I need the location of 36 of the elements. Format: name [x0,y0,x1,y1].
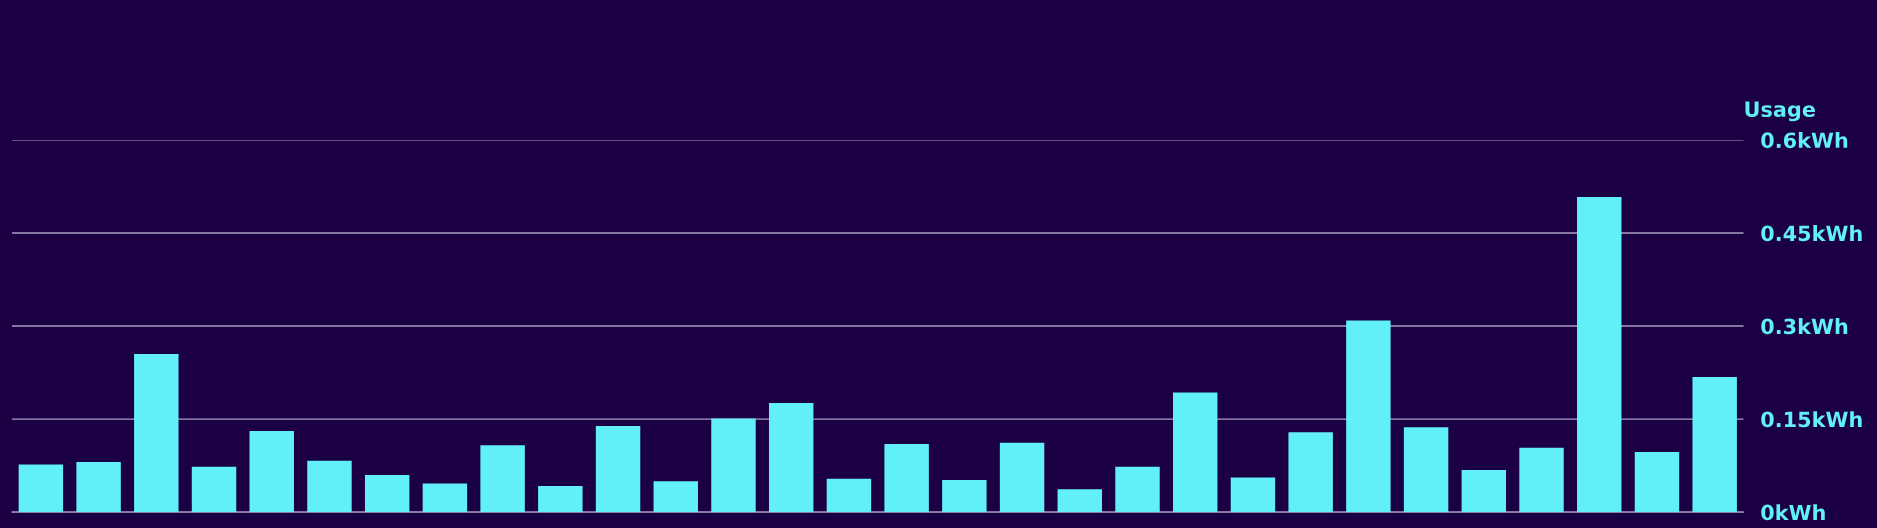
bar [1692,376,1737,513]
bar [538,486,583,513]
bar [711,418,756,513]
bar [595,425,641,513]
bar [1115,466,1160,513]
bar [1577,197,1622,513]
bar [18,464,64,513]
y-tick-label: 0.15kWh [1761,411,1862,428]
bar [768,402,814,513]
bar [942,479,987,513]
y-tick-label: 0kWh [1761,504,1825,521]
bar [134,353,179,513]
bar [1230,477,1276,513]
bar [249,430,294,513]
bar [480,445,525,513]
bar [1519,447,1564,513]
bar [307,460,352,513]
bar [1461,469,1507,513]
bar [1173,392,1218,513]
bar [1057,489,1103,513]
bar [1288,432,1333,513]
y-tick-label: 0.3kWh [1761,318,1848,335]
bar [364,474,410,513]
bar [1346,320,1391,513]
bar [999,442,1045,513]
bar [422,483,468,513]
y-tick-label: 0.6kWh [1761,132,1848,149]
bar [1403,427,1449,513]
bar [1634,451,1680,513]
bar [76,461,121,513]
bar [653,481,698,513]
bar [884,443,929,513]
y-axis-title: Usage [1745,101,1815,122]
bar [826,478,872,513]
y-tick-label: 0.45kWh [1761,225,1862,242]
bar [191,466,237,513]
